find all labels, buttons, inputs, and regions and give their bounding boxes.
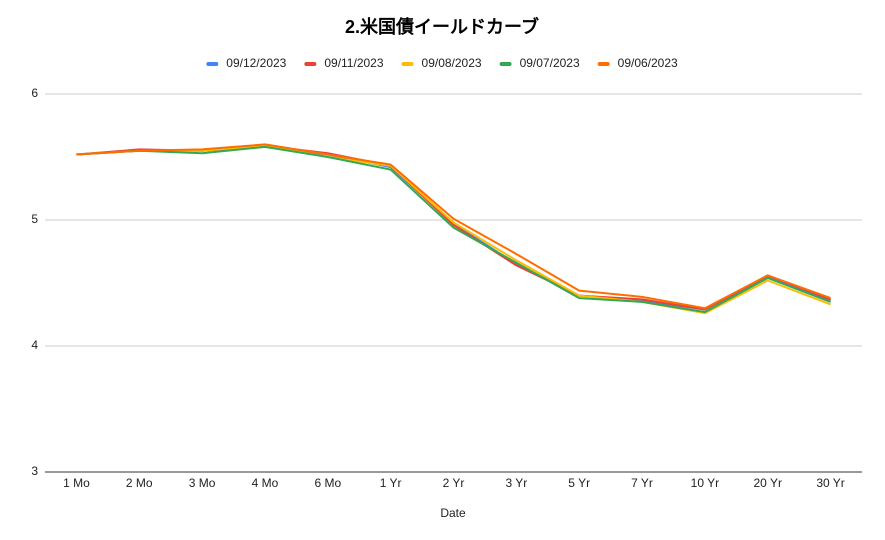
x-tick-label: 1 Yr [380,476,402,490]
legend-swatch [499,62,512,66]
y-tick-label: 6 [31,86,38,100]
x-tick-label: 3 Mo [189,476,216,490]
legend-label: 09/06/2023 [618,56,678,70]
series-line [76,143,831,310]
y-tick-label: 3 [31,464,38,478]
series-line [76,144,831,315]
legend-swatch [304,62,317,66]
chart-title: 2.米国債イールドカーブ [345,16,539,37]
x-axis-label: Date [440,506,466,520]
x-tick-label: 5 Yr [568,476,590,490]
legend-item: 09/08/2023 [401,56,482,70]
x-tick-label: 30 Yr [816,476,844,490]
x-tick-label: 7 Yr [631,476,653,490]
legend-swatch [597,62,610,66]
x-tick-label: 6 Mo [314,476,341,490]
x-tick-label: 2 Mo [126,476,153,490]
x-tick-label: 4 Mo [252,476,279,490]
legend-item: 09/12/2023 [206,56,287,70]
legend-swatch [401,62,414,66]
x-tick-label: 10 Yr [691,476,719,490]
legend-label: 09/08/2023 [422,56,482,70]
legend-swatch [206,62,219,66]
legend-label: 09/11/2023 [324,56,383,70]
x-tick-label: 1 Mo [63,476,90,490]
x-tick-label: 3 Yr [505,476,527,490]
y-tick-label: 5 [31,212,38,226]
y-tick-label: 4 [31,338,38,352]
legend-label: 09/07/2023 [520,56,580,70]
x-tick-label: 2 Yr [443,476,465,490]
legend-item: 09/06/2023 [597,56,678,70]
legend-item: 09/11/2023 [304,56,384,70]
x-tick-label: 20 Yr [753,476,781,490]
series-line [76,145,831,313]
legend-item: 09/07/2023 [499,56,580,70]
legend-label: 09/12/2023 [226,56,286,70]
